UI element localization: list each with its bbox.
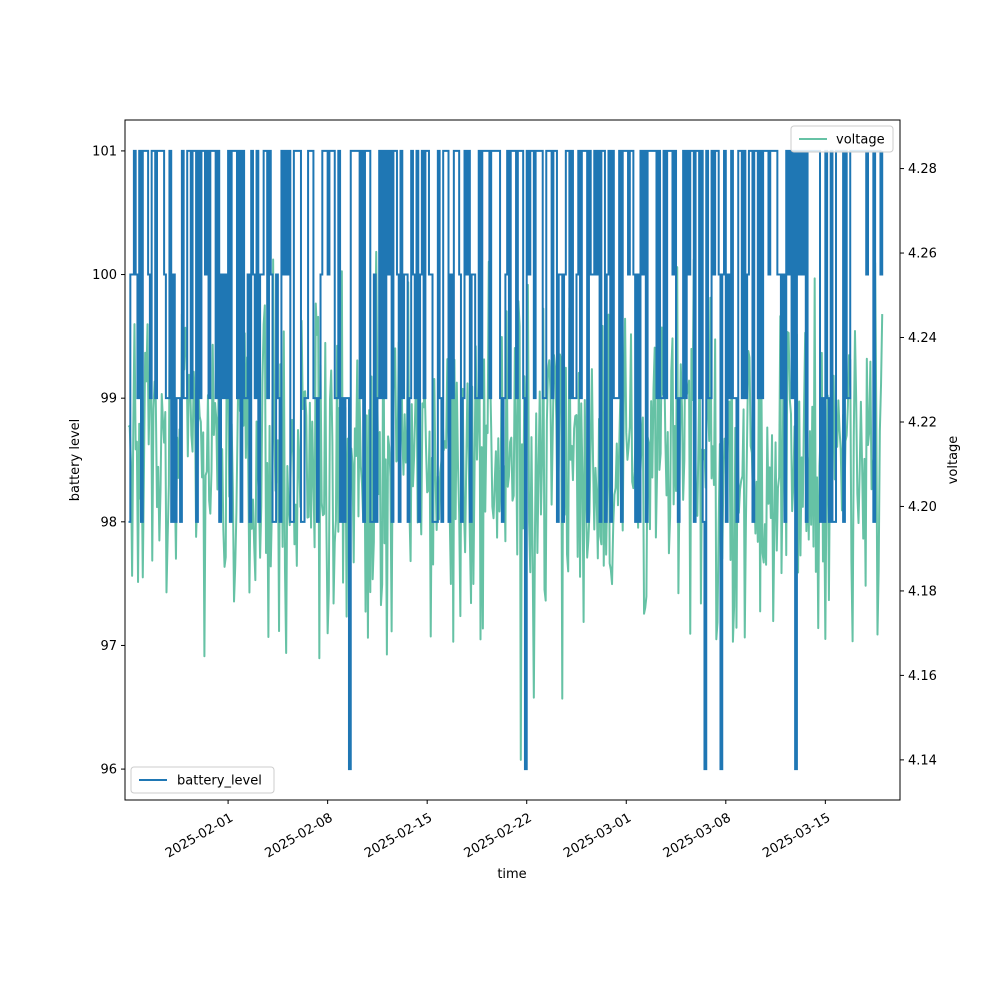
x-axis-label: time bbox=[497, 867, 526, 882]
y-left-tick-label-1: 97 bbox=[100, 639, 117, 654]
y-axis-right-label: voltage bbox=[946, 436, 961, 485]
y-right-tick-label-6: 4.26 bbox=[908, 247, 937, 262]
series-layer bbox=[127, 149, 884, 771]
legend-battery-level-box bbox=[130, 766, 275, 794]
y-right-tick-label-7: 4.28 bbox=[908, 162, 937, 177]
plot-frame bbox=[124, 119, 901, 801]
series-voltage-line bbox=[127, 238, 884, 761]
legend-voltage-label: voltage bbox=[836, 133, 885, 148]
legend-battery-level: battery_level bbox=[130, 766, 275, 794]
legend-voltage-box bbox=[790, 125, 894, 153]
y-right-tick-label-4: 4.22 bbox=[908, 415, 937, 430]
y-left-tick-label-3: 99 bbox=[100, 392, 117, 407]
legend-voltage: voltage bbox=[790, 125, 894, 153]
y-right-tick-label-0: 4.14 bbox=[908, 753, 937, 768]
y-axis-left-label: battery level bbox=[68, 419, 83, 502]
y-right-tick-label-1: 4.16 bbox=[908, 669, 937, 684]
y-left-tick-label-0: 96 bbox=[100, 763, 117, 778]
y-left-tick-label-4: 100 bbox=[92, 268, 117, 283]
y-left-tick-label-2: 98 bbox=[100, 515, 117, 530]
y-left-tick-label-5: 101 bbox=[92, 144, 117, 159]
y-right-tick-label-2: 4.18 bbox=[908, 584, 937, 599]
series-battery-level-line bbox=[128, 149, 884, 771]
y-right-tick-label-3: 4.20 bbox=[908, 500, 937, 515]
y-right-tick-label-5: 4.24 bbox=[908, 331, 937, 346]
legend-battery-level-label: battery_level bbox=[177, 774, 262, 789]
